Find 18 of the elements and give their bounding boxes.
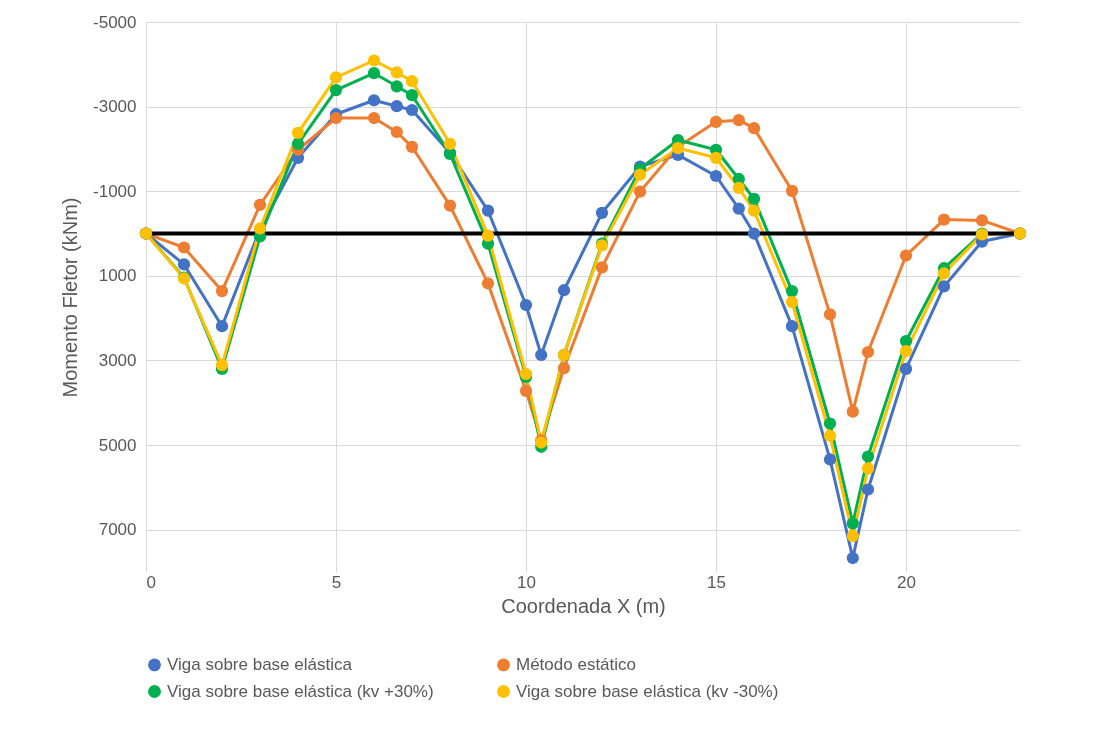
x-axis-title: Coordenada X (m): [501, 594, 666, 617]
y-tick-label: -5000: [93, 12, 137, 32]
y-tick-label: -1000: [93, 181, 137, 201]
x-tick-label: 5: [331, 572, 342, 592]
y-tick-label: -3000: [93, 97, 137, 117]
x-tick-label: 0: [146, 572, 156, 592]
x-tick-label: 10: [517, 572, 536, 592]
y-tick-label: 1000: [98, 266, 137, 286]
x-tick-label: 15: [707, 572, 726, 592]
x-tick-label: 20: [897, 572, 916, 592]
legend-label: Método estático: [516, 654, 637, 674]
y-axis-title: Momento Fletor (kNm): [59, 197, 82, 398]
y-tick-label: 3000: [98, 350, 137, 370]
legend-label: Viga sobre base elástica (kv -30%): [516, 681, 779, 701]
legend-label: Viga sobre base elástica (kv +30%): [167, 681, 434, 701]
legend-label: Viga sobre base elástica: [167, 654, 353, 674]
y-tick-label: 7000: [98, 520, 137, 540]
y-tick-label: 5000: [98, 435, 137, 455]
